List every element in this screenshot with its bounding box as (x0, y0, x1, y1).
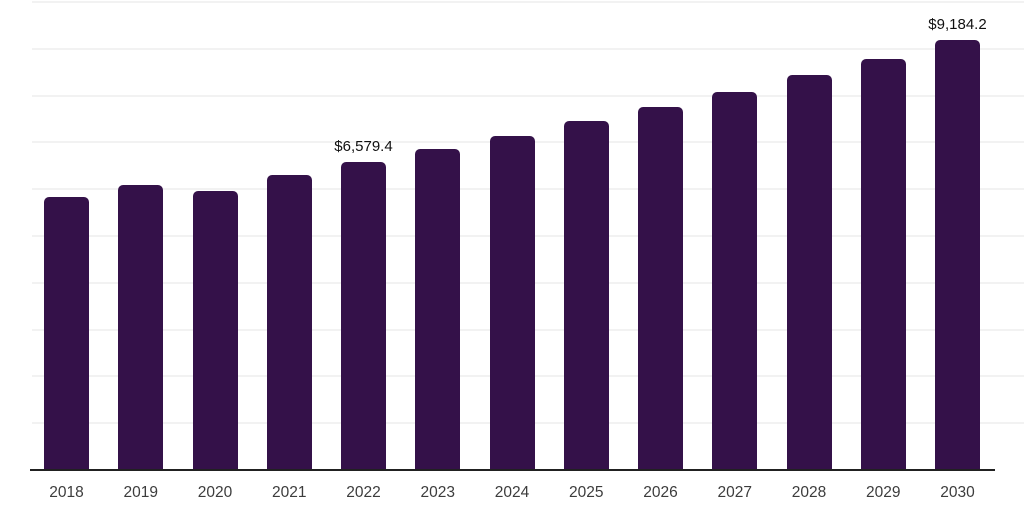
value-label-2022: $6,579.4 (334, 138, 393, 156)
bar-2029 (860, 59, 906, 470)
bar-2023 (415, 148, 461, 470)
grid-line (32, 1, 1024, 3)
bar-2020 (192, 191, 238, 470)
bar-2021 (266, 175, 312, 470)
x-tick-label-2028: 2028 (791, 484, 827, 501)
bar-2027 (712, 92, 758, 470)
x-tick-label-2018: 2018 (49, 484, 84, 501)
bar-2025 (563, 121, 609, 470)
bar-2018 (44, 196, 89, 470)
x-tick-label-2022: 2022 (346, 484, 381, 501)
bar-2024 (489, 135, 535, 470)
x-tick-label-2027: 2027 (717, 484, 752, 501)
x-axis-line (30, 468, 995, 471)
grid-line (32, 94, 1024, 97)
bar-2028 (786, 75, 832, 470)
x-tick-label-2020: 2020 (197, 484, 233, 501)
x-tick-label-2026: 2026 (643, 484, 678, 501)
x-tick-label-2023: 2023 (420, 484, 455, 501)
bar-2026 (638, 106, 683, 470)
x-tick-label-2030: 2030 (940, 484, 975, 501)
x-tick-label-2025: 2025 (569, 484, 604, 501)
grid-line (32, 47, 1024, 50)
x-tick-label-2024: 2024 (494, 484, 530, 501)
value-label-2030: $9,184.2 (928, 16, 987, 34)
x-tick-label-2029: 2029 (866, 484, 901, 501)
bar-2019 (118, 185, 164, 470)
bar-2030 (935, 40, 980, 470)
x-tick-label-2021: 2021 (272, 484, 307, 501)
x-tick-label-2019: 2019 (123, 484, 158, 501)
bar-2022 (341, 162, 386, 470)
